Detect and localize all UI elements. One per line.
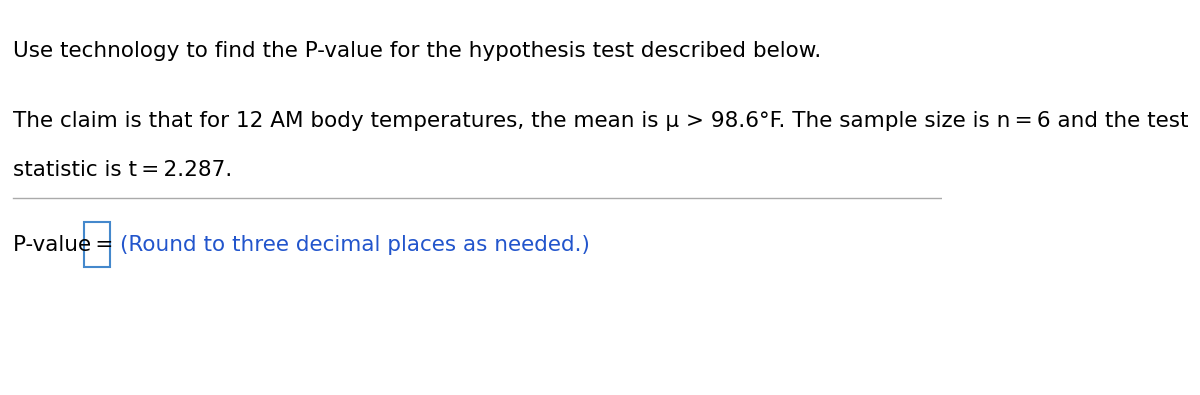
Text: statistic is t = 2.287.: statistic is t = 2.287.	[13, 160, 232, 180]
Text: P-value =: P-value =	[13, 235, 113, 254]
Text: The claim is that for 12 AM body temperatures, the mean is μ > 98.6°F. The sampl: The claim is that for 12 AM body tempera…	[13, 111, 1188, 131]
FancyBboxPatch shape	[84, 222, 110, 267]
Text: Use technology to find the P-value for the hypothesis test described below.: Use technology to find the P-value for t…	[13, 41, 821, 60]
Text: (Round to three decimal places as needed.): (Round to three decimal places as needed…	[120, 235, 589, 254]
